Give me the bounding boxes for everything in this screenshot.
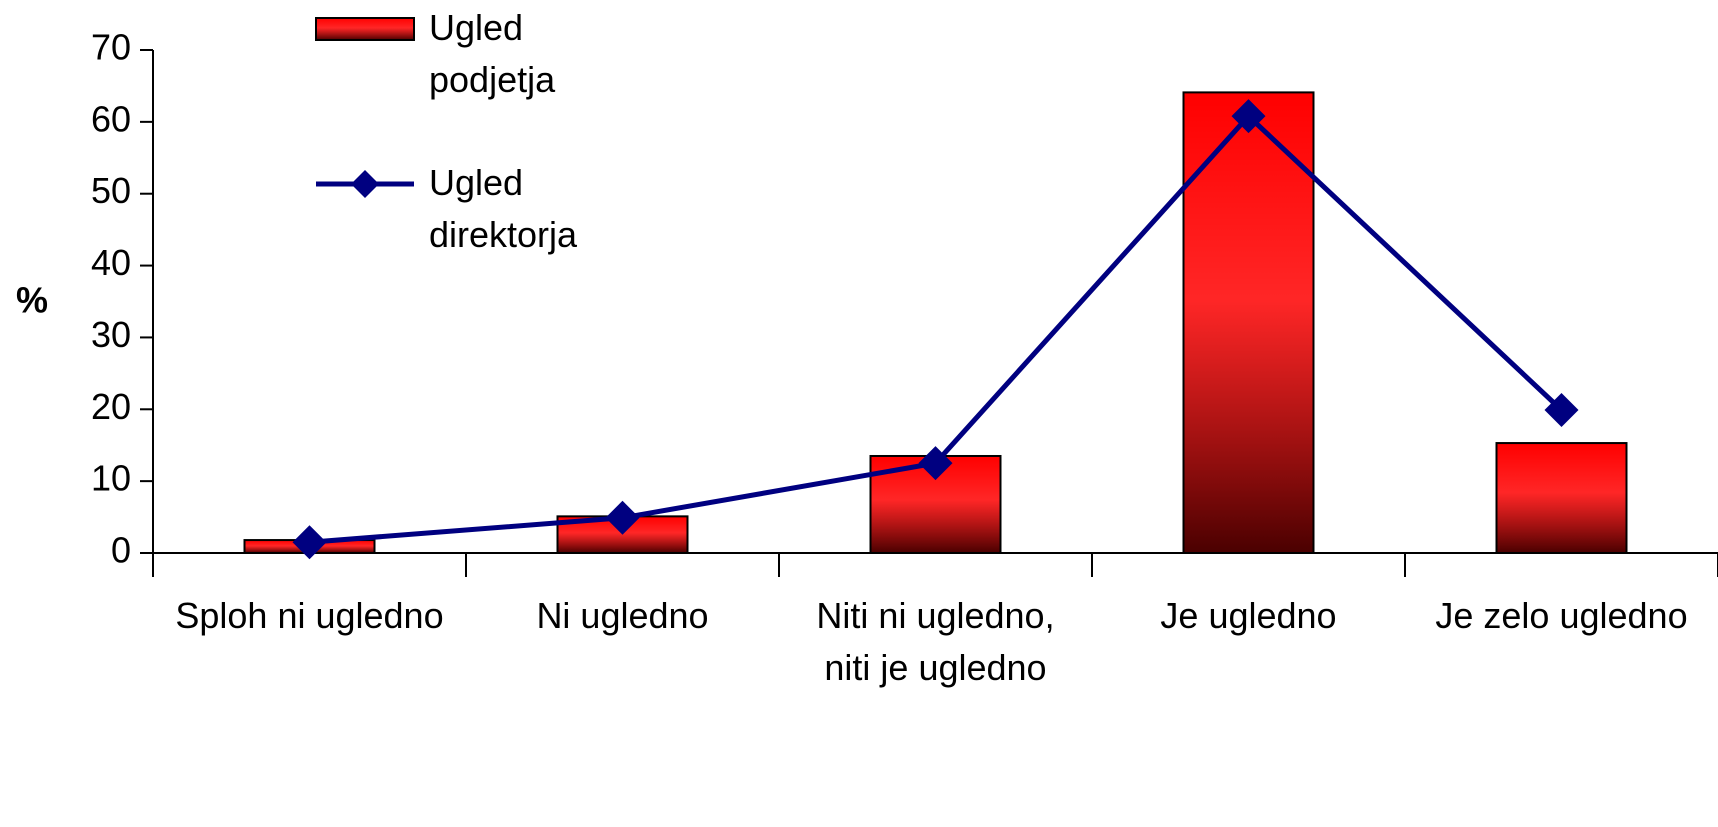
marker [918,446,953,481]
x-tick-label-box: Je zelo ugledno [1435,595,1688,636]
x-tick-label-box: Je ugledno [1160,595,1337,636]
y-tick-label: 70 [91,27,131,68]
y-tick-label: 20 [91,386,131,427]
y-tick-label: 0 [111,530,131,571]
x-tick-label: Je zelo ugledno [1435,595,1688,636]
x-tick-label-box: Ni ugledno [536,595,709,636]
legend-swatch [315,17,415,41]
x-tick-label-box: Niti ni ugledno, niti je ugledno [816,595,1055,688]
marker [292,525,327,560]
x-tick-label: Je ugledno [1160,595,1337,636]
y-tick-label: 30 [91,314,131,355]
y-tick-label: 50 [91,170,131,211]
marker [605,500,640,535]
bar [1182,91,1315,554]
marker [1544,393,1579,428]
x-tick-label: Ni ugledno [536,595,709,636]
legend-label-box: Ugled direktorja [429,162,578,255]
legend-label: Ugled podjetja [429,7,556,100]
y-axis-label: % [16,280,48,321]
y-tick-label: 10 [91,458,131,499]
x-tick-label: Niti ni ugledno, niti je ugledno [816,595,1055,688]
x-tick-label: Sploh ni ugledno [175,595,444,636]
x-tick-label-box: Sploh ni ugledno [175,595,444,636]
legend-label-box: Ugled podjetja [429,7,556,100]
y-tick-label: 40 [91,242,131,283]
marker [1231,99,1266,134]
y-tick-label: 60 [91,98,131,139]
legend-label: Ugled direktorja [429,162,578,255]
bar [1495,442,1628,554]
legend-marker [351,170,379,198]
